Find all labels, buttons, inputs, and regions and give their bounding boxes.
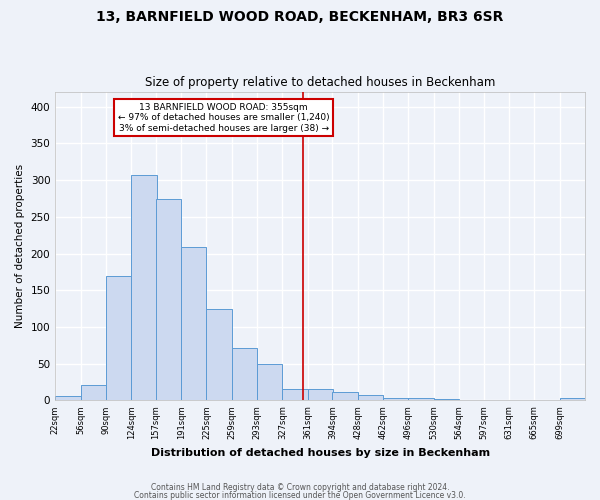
Y-axis label: Number of detached properties: Number of detached properties: [15, 164, 25, 328]
Bar: [332, 392, 358, 400]
Text: Contains HM Land Registry data © Crown copyright and database right 2024.: Contains HM Land Registry data © Crown c…: [151, 484, 449, 492]
Text: 13 BARNFIELD WOOD ROAD: 355sqm
← 97% of detached houses are smaller (1,240)
3% o: 13 BARNFIELD WOOD ROAD: 355sqm ← 97% of …: [118, 103, 329, 133]
Bar: [156, 200, 181, 400]
Bar: [283, 390, 308, 400]
Bar: [106, 276, 131, 400]
Text: Contains public sector information licensed under the Open Government Licence v3: Contains public sector information licen…: [134, 490, 466, 500]
Bar: [409, 398, 434, 400]
Bar: [55, 396, 80, 400]
Text: 13, BARNFIELD WOOD ROAD, BECKENHAM, BR3 6SR: 13, BARNFIELD WOOD ROAD, BECKENHAM, BR3 …: [97, 10, 503, 24]
Bar: [434, 399, 459, 400]
Bar: [181, 247, 206, 400]
Bar: [308, 390, 333, 400]
Bar: [206, 310, 232, 400]
Bar: [131, 175, 157, 400]
Bar: [257, 364, 283, 400]
Bar: [383, 398, 409, 400]
Bar: [358, 396, 383, 400]
Bar: [232, 348, 257, 401]
X-axis label: Distribution of detached houses by size in Beckenham: Distribution of detached houses by size …: [151, 448, 490, 458]
Bar: [80, 385, 106, 400]
Title: Size of property relative to detached houses in Beckenham: Size of property relative to detached ho…: [145, 76, 495, 90]
Bar: [560, 398, 585, 400]
